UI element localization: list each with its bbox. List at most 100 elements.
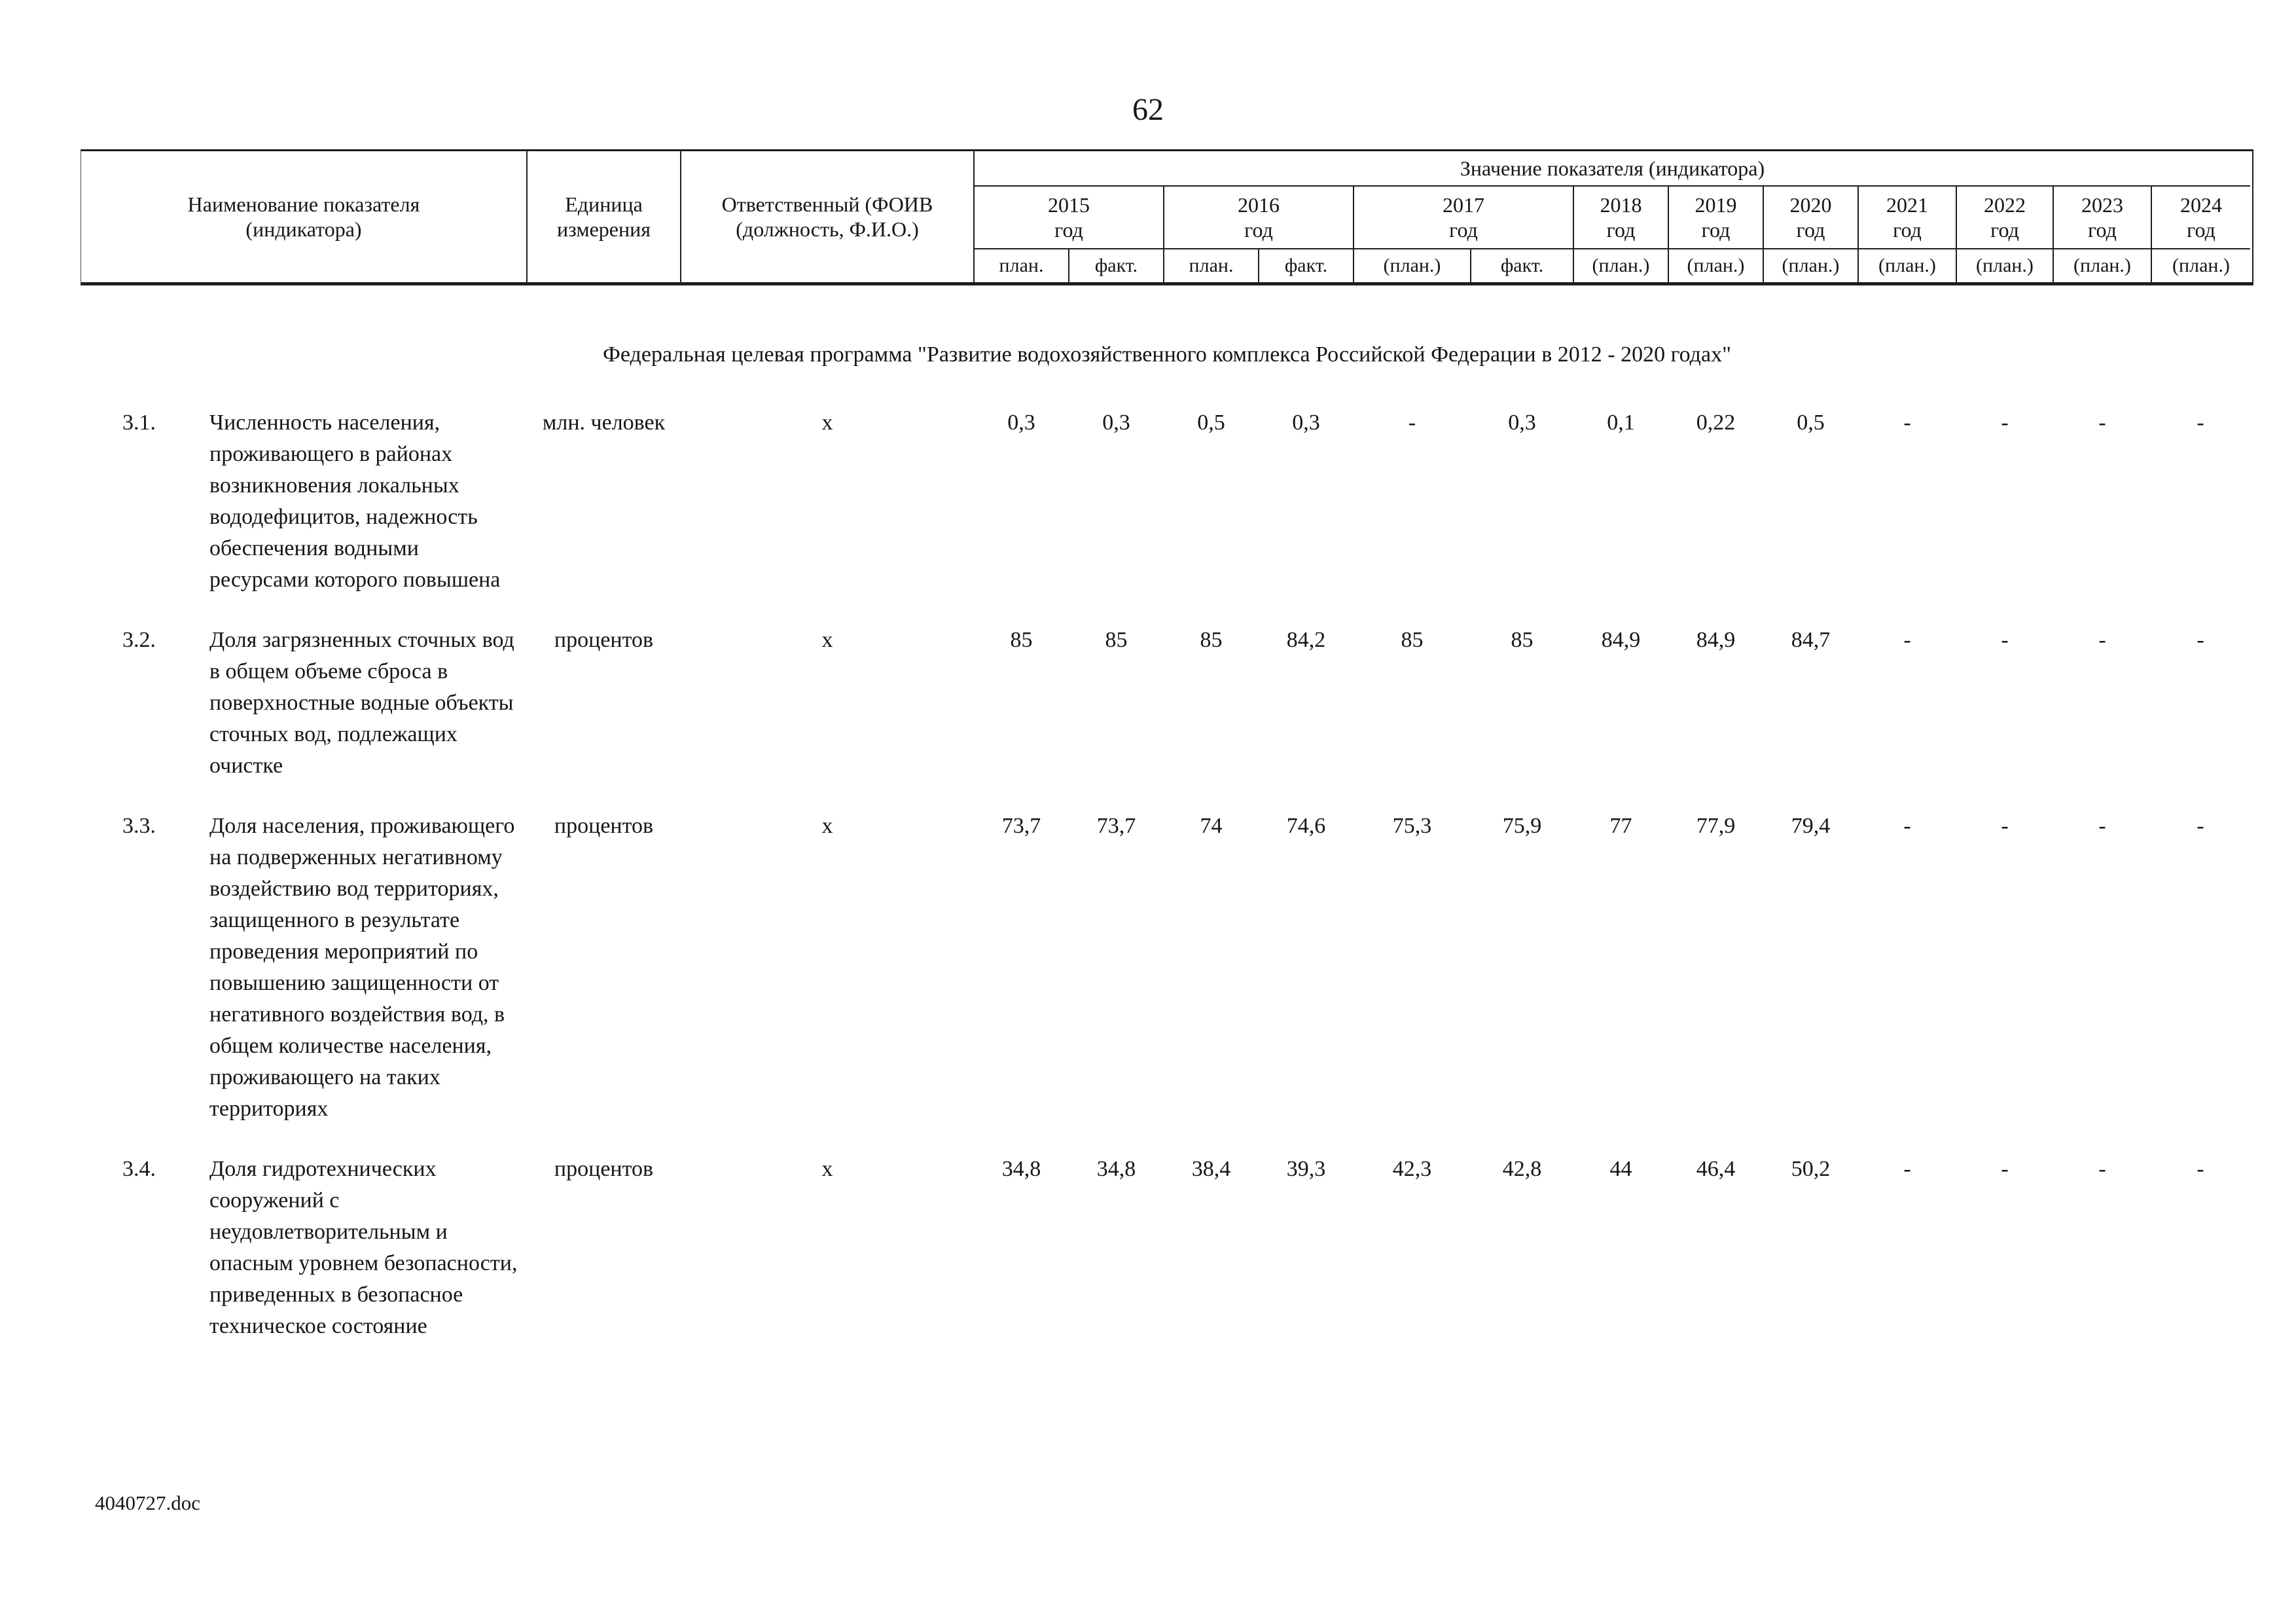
value-cell: -: [2001, 410, 2009, 435]
value-cell: -: [2197, 814, 2204, 838]
value-cell: -: [1408, 410, 1416, 435]
header-indicator-name: Наименование показателя (индикатора): [81, 151, 528, 282]
year-word: год: [2088, 218, 2117, 242]
value-cell: 42,3: [1392, 1157, 1432, 1181]
header-year-2022: 2022 год: [1957, 187, 2054, 249]
header-subcol-fact-2017: факт.: [1471, 249, 1574, 282]
year-word: год: [1449, 218, 1478, 242]
responsible-cell: х: [821, 814, 833, 838]
value-cell: 38,4: [1191, 1157, 1231, 1181]
header-year-2018: 2018 год: [1574, 187, 1669, 249]
year-label: 2024: [2180, 193, 2222, 217]
header-subcol-plan-2020: (план.): [1764, 249, 1859, 282]
year-label: 2018: [1600, 193, 1642, 217]
table-row: 3.4. Доля гидротехнических сооружений с …: [81, 1154, 2253, 1342]
value-cell: 85: [1511, 628, 1534, 652]
value-cell: -: [2098, 814, 2106, 838]
year-label: 2015: [1048, 193, 1090, 217]
value-cell: 85: [1105, 628, 1128, 652]
header-subcol-plan-2024: (план.): [2172, 255, 2230, 276]
table-row: 3.1. Численность населения, проживающего…: [81, 407, 2253, 596]
year-label: 2016: [1238, 193, 1280, 217]
header-year-2020: 2020 год: [1764, 187, 1859, 249]
indicator-name: Доля населения, проживающего на подверже…: [209, 814, 515, 1121]
program-section-title: Федеральная целевая программа "Развитие …: [603, 342, 1731, 367]
year-word: год: [1701, 218, 1731, 242]
header-subcol-plan-2015: план.: [975, 249, 1069, 282]
header-responsible-label: Ответственный (ФОИВ (должность, Ф.И.О.): [721, 192, 933, 241]
year-word: год: [1054, 218, 1083, 242]
value-cell: 75,9: [1502, 814, 1542, 838]
value-cell: 77: [1609, 814, 1632, 838]
value-cell: 77,9: [1696, 814, 1736, 838]
value-cell: 39,3: [1286, 1157, 1326, 1181]
value-cell: 85: [1401, 628, 1424, 652]
header-year-2016: 2016 год: [1164, 187, 1354, 249]
year-word: год: [1796, 218, 1825, 242]
value-cell: 34,8: [1001, 1157, 1041, 1181]
value-cell: 0,1: [1607, 410, 1635, 435]
year-label: 2022: [1984, 193, 2026, 217]
header-subcol-plan-2018: (план.): [1574, 249, 1669, 282]
header-subcol-plan-2016: план.: [1164, 249, 1259, 282]
value-cell: 73,7: [1001, 814, 1041, 838]
value-cell: -: [2001, 1157, 2009, 1181]
row-number: 3.2.: [122, 628, 156, 652]
row-number: 3.1.: [122, 410, 156, 435]
unit-cell: процентов: [554, 628, 654, 652]
header-values-title-label: Значение показателя (индикатора): [1460, 156, 1765, 180]
value-cell: -: [2197, 1157, 2204, 1181]
row-number: 3.4.: [122, 1157, 156, 1181]
header-values-title: Значение показателя (индикатора): [975, 151, 2250, 187]
value-cell: -: [2098, 410, 2106, 435]
value-cell: 34,8: [1096, 1157, 1136, 1181]
header-year-2019: 2019 год: [1669, 187, 1764, 249]
page-number: 62: [1132, 92, 1164, 127]
year-word: год: [1606, 218, 1636, 242]
indicator-name: Доля загрязненных сточных вод в общем об…: [209, 628, 514, 778]
year-word: год: [2187, 218, 2215, 242]
value-cell: -: [2098, 628, 2106, 652]
value-cell: 42,8: [1502, 1157, 1542, 1181]
header-subcol-plan-2021: (план.): [1859, 249, 1957, 282]
year-label: 2017: [1443, 193, 1484, 217]
indicator-name: Доля гидротехнических сооружений с неудо…: [209, 1157, 518, 1338]
value-cell: 84,7: [1791, 628, 1831, 652]
header-indicator-name-label: Наименование показателя (индикатора): [187, 192, 420, 241]
value-cell: -: [1903, 410, 1911, 435]
value-cell: 74: [1200, 814, 1223, 838]
value-cell: 85: [1200, 628, 1223, 652]
value-cell: 84,2: [1286, 628, 1326, 652]
year-word: год: [1990, 218, 2019, 242]
value-cell: 0,3: [1508, 410, 1536, 435]
footer-filename: 4040727.doc: [95, 1491, 201, 1514]
value-cell: 0,3: [1102, 410, 1130, 435]
header-year-2021: 2021 год: [1859, 187, 1957, 249]
header-subcol-plan-2022: (план.): [1957, 249, 2054, 282]
value-cell: -: [2001, 814, 2009, 838]
responsible-cell: х: [821, 410, 833, 435]
value-cell: 74,6: [1286, 814, 1326, 838]
unit-cell: млн. человек: [542, 410, 666, 435]
indicator-name-cell: 3.4. Доля гидротехнических сооружений с …: [81, 1154, 527, 1342]
header-unit: Единица измерения: [528, 151, 681, 282]
header-responsible: Ответственный (ФОИВ (должность, Ф.И.О.): [681, 151, 975, 282]
unit-cell: процентов: [554, 814, 654, 838]
header-subcol-fact-2015: факт.: [1069, 249, 1164, 282]
value-cell: 84,9: [1696, 628, 1736, 652]
value-cell: 0,3: [1292, 410, 1320, 435]
value-cell: 0,22: [1696, 410, 1736, 435]
year-label: 2021: [1886, 193, 1928, 217]
value-cell: -: [1903, 628, 1911, 652]
indicator-name: Численность населения, проживающего в ра…: [209, 410, 501, 592]
indicator-name-cell: 3.3. Доля населения, проживающего на под…: [81, 811, 527, 1125]
year-label: 2020: [1789, 193, 1832, 217]
value-cell: 0,5: [1797, 410, 1825, 435]
indicator-name-cell: 3.1. Численность населения, проживающего…: [81, 407, 527, 596]
value-cell: 79,4: [1791, 814, 1831, 838]
indicator-table: Наименование показателя (индикатора) Еди…: [81, 149, 2253, 1371]
value-cell: 0,5: [1197, 410, 1225, 435]
responsible-cell: х: [821, 1157, 833, 1181]
header-year-2015: 2015 год: [975, 187, 1164, 249]
value-cell: 44: [1609, 1157, 1632, 1181]
